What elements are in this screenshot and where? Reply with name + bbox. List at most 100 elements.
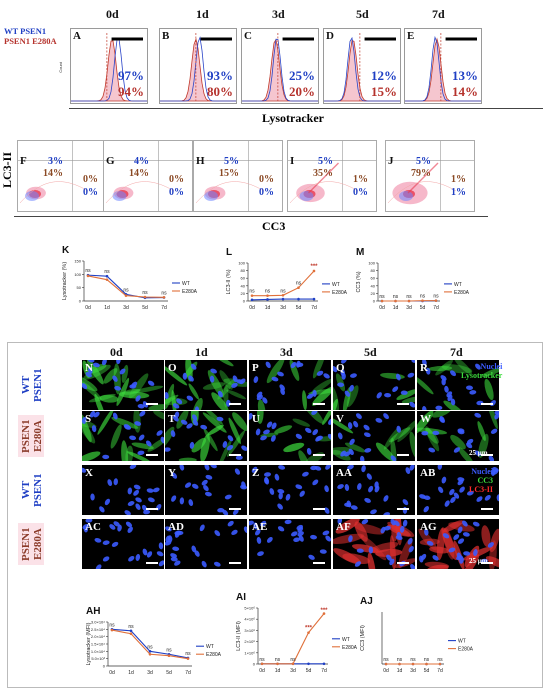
histogram-mut-percent: 15% <box>371 84 397 99</box>
scatter-panel <box>287 140 377 212</box>
panel-letter: C <box>244 30 252 42</box>
data-point <box>394 299 397 303</box>
legend-entry: WT <box>182 281 190 287</box>
scatter-x-rule <box>14 216 488 217</box>
histogram-panel <box>323 28 401 104</box>
data-point <box>148 650 152 653</box>
data-point <box>434 299 438 302</box>
significance-label: ns <box>379 294 385 300</box>
significance-label: ns <box>259 657 265 663</box>
scatter-plot <box>386 141 474 211</box>
histogram-mut-percent: 94% <box>118 84 144 99</box>
significance-label: *** <box>305 626 313 632</box>
row-label-line2: PSEN1 <box>32 368 44 402</box>
x-tick-label: 5d <box>420 305 426 311</box>
data-point <box>281 297 285 301</box>
micrograph-image <box>165 411 247 461</box>
y-axis-label: LC3-II (MFI) <box>236 621 242 651</box>
micrograph-letter: N <box>85 362 93 374</box>
y-tick-label: 0 <box>243 299 246 304</box>
legend-wt: WT PSEN1 <box>4 26 47 36</box>
y-tick-label: 0 <box>79 299 82 304</box>
significance-label: ns <box>290 657 296 663</box>
scatter-y-label: LC3-II <box>0 152 14 189</box>
scale-bar <box>313 508 325 510</box>
y-tick-label: 20 <box>371 291 376 296</box>
micrograph-letter: AE <box>252 521 268 533</box>
scale-bar <box>229 403 241 405</box>
scale-bar <box>229 454 241 456</box>
flow-x-label: Lysotracker <box>262 111 324 125</box>
x-tick-label: 0d <box>109 670 115 676</box>
legend-entry: E280A <box>206 652 222 658</box>
micrograph: U <box>249 411 331 461</box>
x-tick-label: 0d <box>259 668 265 674</box>
x-tick-label: 0d <box>383 668 389 674</box>
scatter-panel <box>103 140 193 212</box>
histogram-plot <box>324 33 400 102</box>
micrograph-image <box>337 465 415 515</box>
micrograph: Y <box>165 465 247 515</box>
micrograph: AE <box>249 519 331 569</box>
micrograph: V <box>333 411 415 461</box>
y-tick-label: 3.0×10⁴ <box>91 620 105 625</box>
chart-m: M 0 20 40 60 80 100 0d 1d 3d 5d 7d CC3 (%) ns ns ns ns ns… <box>356 247 470 311</box>
chart-letter: AJ <box>360 596 373 607</box>
scatter-plot <box>288 141 376 211</box>
legend-entry: WT <box>332 282 340 288</box>
significance-label: ns <box>249 289 255 295</box>
y-tick-label: 1.0×10⁴ <box>91 649 105 654</box>
scatter-tr-mut: 1% <box>451 174 466 185</box>
micrograph-image <box>417 411 499 461</box>
micrograph: W <box>417 411 499 461</box>
y-tick-label: 5.0×10³ <box>91 656 105 661</box>
scatter-panel <box>193 140 283 212</box>
scatter-br-wt: 0% <box>259 187 274 198</box>
y-tick-label: 40 <box>371 283 376 288</box>
micrograph: Z <box>249 465 331 515</box>
panel-letter: J <box>388 155 394 167</box>
day-label-1: 1d <box>196 7 209 21</box>
y-tick-label: 0 <box>373 299 376 304</box>
micrograph: T <box>165 411 247 461</box>
data-point <box>307 662 310 666</box>
y-axis-label: LC3-II (%) <box>226 269 232 294</box>
scale-bar <box>146 403 158 405</box>
top-legend: WT PSEN1 PSEN1 E280A <box>4 26 57 46</box>
row-label-line2: PSEN1 <box>32 473 44 507</box>
significance-label: ns <box>128 624 134 630</box>
row-label-line1: WT <box>20 375 32 395</box>
scatter-tl-mut: 15% <box>219 168 239 179</box>
micrograph-image <box>249 411 331 461</box>
data-point <box>110 628 114 632</box>
row-label: WT PSEN1 <box>18 364 44 406</box>
panel-letter: I <box>290 155 295 167</box>
x-tick-label: 1d <box>265 305 271 311</box>
x-tick-label: 7d <box>437 668 443 674</box>
histogram-wt-curve <box>405 35 481 102</box>
significance-label: ns <box>393 294 399 300</box>
scatter-plot <box>194 141 282 211</box>
micrograph-image <box>418 520 499 569</box>
significance-label: ns <box>123 287 129 293</box>
micrograph: N <box>82 360 164 410</box>
significance-label: ns <box>85 268 91 274</box>
micrograph-letter: Q <box>336 362 345 374</box>
scale-bar <box>397 508 409 510</box>
legend-entry: E280A <box>458 647 474 653</box>
scatter-wt-cloud <box>204 191 218 201</box>
data-point <box>297 286 300 289</box>
row-label-line2: E280A <box>32 528 44 560</box>
x-tick-label: 0d <box>249 305 255 311</box>
day-label-2: 3d <box>272 7 285 21</box>
scatter-wt-cloud <box>299 191 314 201</box>
micrograph-image <box>171 465 247 515</box>
significance-label: ns <box>383 657 389 663</box>
micrograph-image <box>253 360 331 410</box>
chart-ai: AI 0 1×10⁶ 2×10⁶ 3×10⁶ 4×10⁶ 5×10⁶ 0d 1d 3d 5d 7d LC… <box>236 592 358 674</box>
histogram-wt-percent: 25% <box>289 68 315 83</box>
row-label-line2: E280A <box>32 420 44 452</box>
row-label: WT PSEN1 <box>18 469 44 511</box>
x-tick-label: 3d <box>410 668 416 674</box>
histogram-plot <box>242 33 318 102</box>
